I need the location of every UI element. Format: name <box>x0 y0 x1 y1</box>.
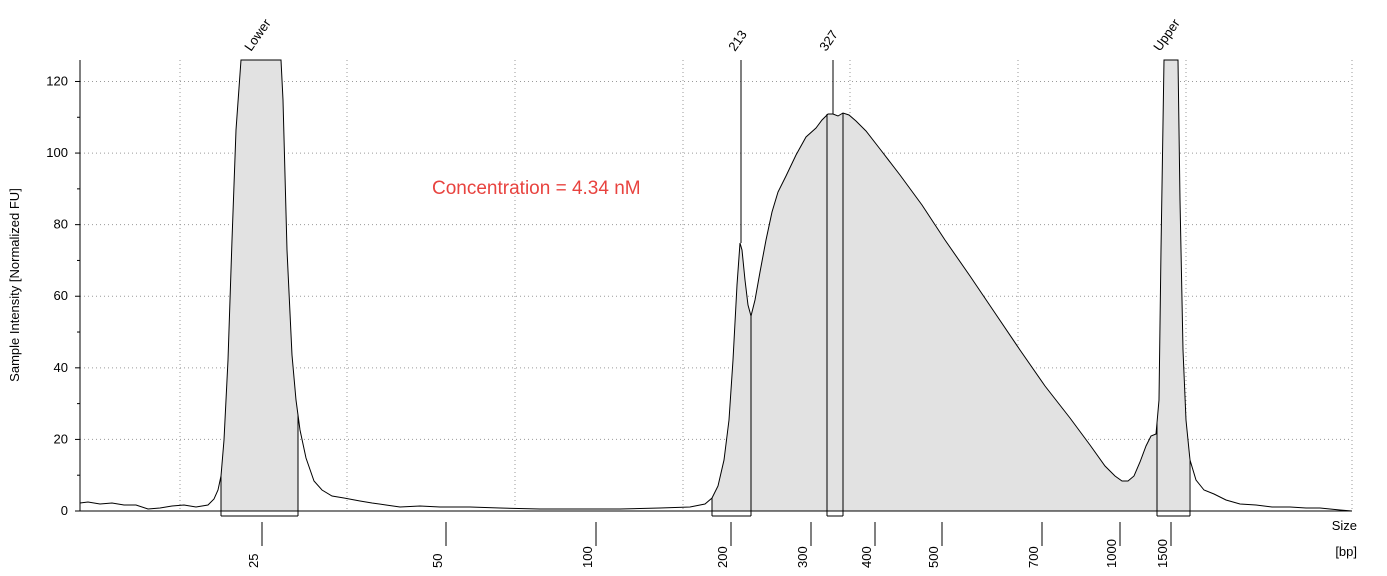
y-tick-label: 0 <box>61 503 68 518</box>
peak-label-327: 327 <box>816 27 841 53</box>
peak-fills <box>221 60 1189 511</box>
x-tick-label: 500 <box>926 546 941 568</box>
peak-markers: Lower 213 327 Upper <box>241 16 1183 243</box>
y-tick-label: 60 <box>54 288 68 303</box>
concentration-annotation: Concentration = 4.34 nM <box>432 178 641 199</box>
x-axis-title-unit: [bp] <box>1335 544 1357 559</box>
x-tick-label: 50 <box>430 554 445 568</box>
y-tick-label: 40 <box>54 360 68 375</box>
y-tick-label: 100 <box>46 145 68 160</box>
peak-label-213: 213 <box>725 27 750 53</box>
lower-marker-fill <box>221 60 298 511</box>
y-tick-label: 120 <box>46 73 68 88</box>
peak-label-upper: Upper <box>1150 16 1183 54</box>
y-axis-ticks: 0 20 40 60 80 100 120 <box>46 73 80 518</box>
x-tick-label: 400 <box>859 546 874 568</box>
x-tick-label: 25 <box>246 554 261 568</box>
sample-peak-fill <box>712 60 1189 511</box>
x-tick-label: 200 <box>715 546 730 568</box>
x-axis-ticks: 25 50 100 200 300 400 500 700 1000 1500 <box>246 522 1171 568</box>
x-tick-label: 100 <box>580 546 595 568</box>
y-tick-label: 80 <box>54 217 68 232</box>
peak-label-lower: Lower <box>241 16 274 54</box>
x-tick-label: 300 <box>795 546 810 568</box>
x-tick-label: 700 <box>1026 546 1041 568</box>
y-tick-label: 20 <box>54 431 68 446</box>
x-tick-label: 1500 <box>1155 539 1170 568</box>
y-axis-title: Sample Intensity [Normalized FU] <box>7 188 22 382</box>
x-tick-label: 1000 <box>1104 539 1119 568</box>
x-axis-title-size: Size <box>1332 518 1357 533</box>
